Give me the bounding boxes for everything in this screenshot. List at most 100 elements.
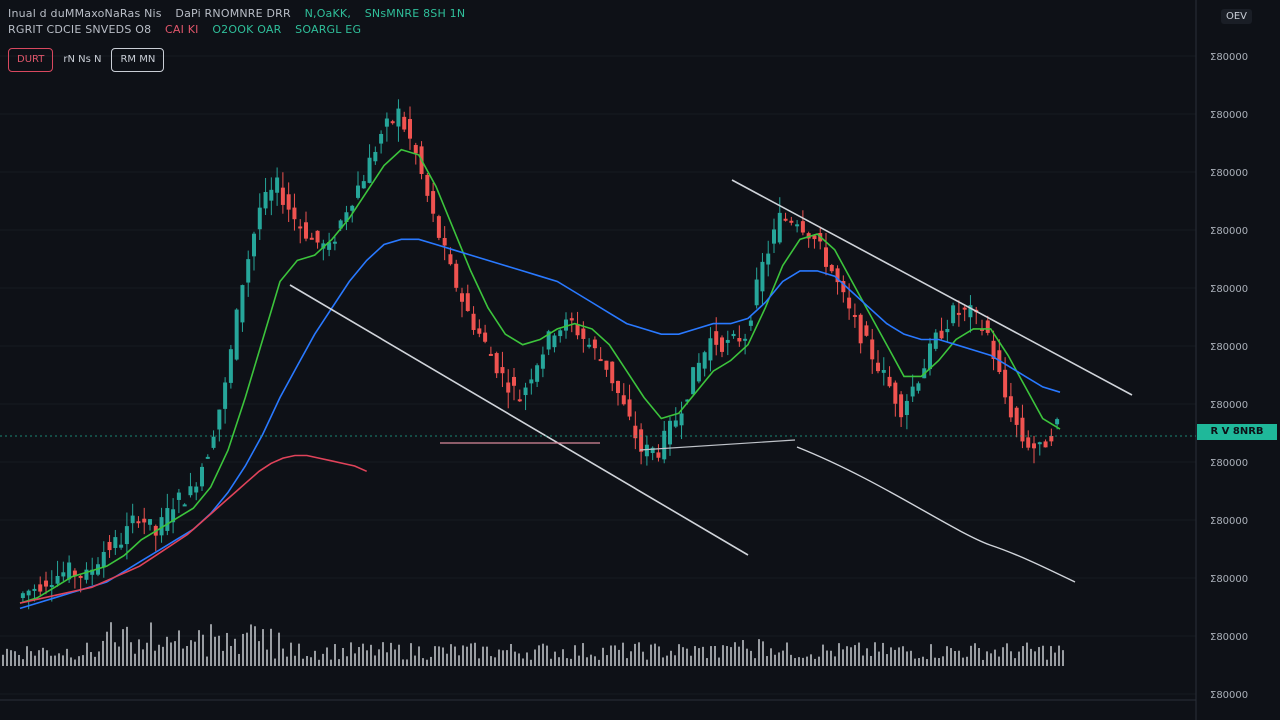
header-line-2: RGRIT CDCIE SNVEDS O8 CAI KI O2OOK OAR S… xyxy=(8,22,475,38)
volume-bar xyxy=(478,658,480,666)
volume-bar xyxy=(390,642,392,666)
ma-fast-line xyxy=(19,148,1061,604)
candle-body xyxy=(494,353,499,374)
volume-bar xyxy=(310,657,312,666)
volume-bar xyxy=(610,645,612,666)
candle-body xyxy=(754,279,759,306)
candle-body xyxy=(639,429,644,452)
volume-bar xyxy=(562,649,564,666)
volume-bar xyxy=(278,632,280,666)
candle-body xyxy=(252,233,256,257)
volume-bar xyxy=(14,651,16,666)
candle-body xyxy=(991,340,996,360)
volume-bar xyxy=(590,654,592,666)
candle-body xyxy=(298,226,303,229)
candle-body xyxy=(321,243,326,249)
volume-bar xyxy=(170,642,172,666)
volume-bar xyxy=(410,643,412,666)
volume-bar xyxy=(558,657,560,666)
volume-bar xyxy=(266,649,268,666)
volume-bar xyxy=(42,647,44,666)
candle-body xyxy=(176,492,181,500)
volume-bar xyxy=(234,638,236,666)
candle-body xyxy=(280,187,285,205)
volume-bar xyxy=(618,649,620,666)
candle-body xyxy=(795,224,800,227)
grid xyxy=(0,55,1196,695)
candle-body xyxy=(841,281,846,293)
volume-bar xyxy=(830,650,832,666)
volume-bar xyxy=(202,634,204,666)
candle-body xyxy=(436,216,441,238)
volume-bar xyxy=(646,659,648,666)
candle-body xyxy=(61,572,66,577)
candle-body xyxy=(275,177,280,193)
volume-bar xyxy=(482,646,484,666)
volume-bar xyxy=(1034,651,1036,666)
volume-bar xyxy=(534,649,536,666)
volume-bar xyxy=(94,656,96,666)
volume-bar xyxy=(886,654,888,666)
candle-body xyxy=(26,590,31,596)
trendlines xyxy=(289,179,1133,583)
candle-body xyxy=(344,212,349,222)
header-field: SOARGL EG xyxy=(295,23,362,36)
header-field: RGRIT CDCIE SNVEDS O8 xyxy=(8,23,152,36)
trendline-down-left xyxy=(289,284,749,556)
currency-label[interactable]: OEV xyxy=(1220,9,1252,24)
candle-body xyxy=(685,399,690,402)
volume-bar xyxy=(130,642,132,666)
sell-badge[interactable]: DURT xyxy=(8,48,54,72)
volume-bar xyxy=(778,652,780,666)
volume-bar xyxy=(346,656,348,666)
buy-badge[interactable]: RM MN xyxy=(111,48,165,72)
candle-body xyxy=(951,305,956,324)
current-price-label: R V 8NRB xyxy=(1197,424,1277,440)
candle-body xyxy=(460,293,464,302)
volume-bar xyxy=(642,651,644,666)
volume-bar xyxy=(1014,658,1016,666)
volume-bar xyxy=(990,653,992,666)
candle-body xyxy=(101,551,106,568)
volume-bar xyxy=(838,643,840,666)
price-tick-label: Σ80000 xyxy=(1210,632,1249,643)
volume-bar xyxy=(602,647,604,666)
candle-body xyxy=(367,157,372,183)
candle-body xyxy=(1003,369,1008,398)
volume-bar xyxy=(126,626,128,666)
candle-body xyxy=(228,349,233,383)
candle-body xyxy=(835,268,840,283)
candle-body xyxy=(812,235,817,240)
candle-body xyxy=(904,400,909,416)
volume-bar xyxy=(934,657,936,666)
candle-body xyxy=(783,218,788,221)
volume-bar xyxy=(638,642,640,666)
candle-body xyxy=(546,331,551,350)
header-field: DaPi RNOMNRE DRR xyxy=(175,7,291,20)
volume-bar xyxy=(98,651,100,666)
header-field: SNsMNRE 8SH 1N xyxy=(364,7,466,20)
volume-bar xyxy=(1042,645,1044,666)
volume-bar xyxy=(1050,646,1052,666)
volume-bar xyxy=(854,645,856,666)
volume-bar xyxy=(522,658,524,666)
volume-bar xyxy=(710,646,712,666)
volume-bar xyxy=(850,647,852,666)
horizontal-level xyxy=(639,439,796,451)
candle-body xyxy=(448,254,453,265)
volume-bar xyxy=(186,646,188,666)
candle-body xyxy=(136,521,141,524)
candle-body xyxy=(910,386,915,397)
volume-bar xyxy=(1002,647,1004,666)
volume-bar xyxy=(242,633,244,666)
volume-bar xyxy=(1062,650,1064,666)
candle-body xyxy=(945,328,950,333)
candle-body xyxy=(731,333,736,337)
candles xyxy=(20,99,1060,610)
volume-bar xyxy=(10,650,12,666)
candle-body xyxy=(384,118,389,127)
volume-bar xyxy=(894,649,896,666)
candle-body xyxy=(315,230,320,243)
candle-body xyxy=(662,430,667,460)
